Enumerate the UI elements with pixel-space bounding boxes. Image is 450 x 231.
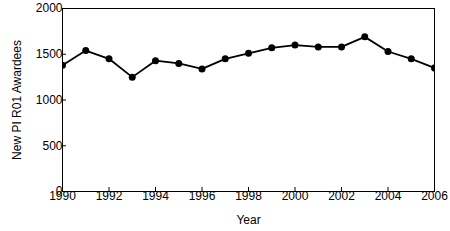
svg-text:1998: 1998 [235, 189, 262, 203]
svg-text:New PI R01 Awardees: New PI R01 Awardees [10, 40, 24, 160]
svg-text:1992: 1992 [96, 189, 123, 203]
svg-text:Year: Year [236, 213, 260, 227]
svg-text:0: 0 [56, 184, 63, 198]
svg-text:2004: 2004 [375, 189, 402, 203]
svg-text:2002: 2002 [328, 189, 355, 203]
svg-text:1000: 1000 [36, 93, 63, 107]
svg-text:2006: 2006 [421, 189, 448, 203]
svg-text:2000: 2000 [36, 1, 63, 15]
svg-text:500: 500 [42, 139, 62, 153]
svg-text:2000: 2000 [282, 189, 309, 203]
svg-text:1500: 1500 [36, 47, 63, 61]
svg-text:1996: 1996 [189, 189, 216, 203]
svg-text:1994: 1994 [142, 189, 169, 203]
svg-text:1990: 1990 [49, 189, 76, 203]
